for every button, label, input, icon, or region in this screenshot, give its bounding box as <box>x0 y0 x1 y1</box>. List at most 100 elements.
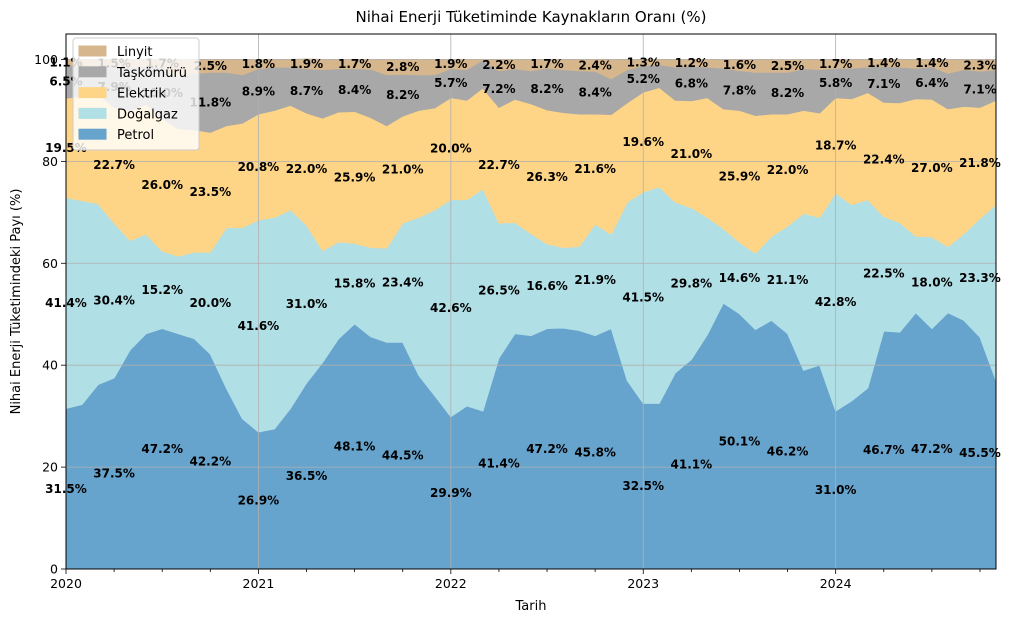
x-axis-ticks: 2020 2021 2022 2023 2024 <box>50 569 981 591</box>
data-label-dogalgaz: 16.6% <box>526 279 568 293</box>
data-label-elektrik: 22.4% <box>863 152 905 166</box>
data-label-taskomuru: 8.2% <box>386 88 419 102</box>
data-label-elektrik: 22.0% <box>286 162 328 176</box>
data-label-elektrik: 23.5% <box>189 185 231 199</box>
data-label-taskomuru: 5.7% <box>434 76 467 90</box>
data-label-petrol: 41.1% <box>671 457 713 471</box>
data-label-petrol: 31.5% <box>45 482 87 496</box>
data-label-dogalgaz: 31.0% <box>286 297 328 311</box>
data-label-dogalgaz: 26.5% <box>478 284 520 298</box>
legend-swatch-dogalgaz <box>78 107 107 119</box>
x-tick-label: 2021 <box>243 576 275 591</box>
x-tick-label: 2023 <box>627 576 659 591</box>
data-label-taskomuru: 6.4% <box>915 76 948 90</box>
y-axis-ticks: 0 20 40 60 80 100 <box>34 52 66 577</box>
data-label-taskomuru: 5.8% <box>819 76 852 90</box>
x-axis-label: Tarih <box>515 599 547 614</box>
data-label-linyit: 1.4% <box>867 56 900 70</box>
data-label-elektrik: 27.0% <box>911 161 953 175</box>
data-label-dogalgaz: 41.4% <box>45 296 87 310</box>
data-label-petrol: 32.5% <box>622 479 664 493</box>
legend-swatch-petrol <box>78 128 107 140</box>
data-label-elektrik: 20.0% <box>430 142 472 156</box>
data-label-petrol: 44.5% <box>382 449 424 463</box>
data-label-petrol: 41.4% <box>478 457 520 471</box>
data-label-petrol: 47.2% <box>911 442 953 456</box>
data-label-elektrik: 21.8% <box>959 156 1001 170</box>
y-tick-label: 20 <box>42 460 58 475</box>
y-tick-label: 80 <box>42 154 58 169</box>
y-tick-label: 60 <box>42 256 58 271</box>
data-label-petrol: 37.5% <box>93 466 135 480</box>
data-label-elektrik: 22.0% <box>767 163 809 177</box>
data-label-taskomuru: 8.4% <box>578 86 611 100</box>
data-label-dogalgaz: 42.8% <box>815 295 857 309</box>
data-label-elektrik: 22.7% <box>478 158 520 172</box>
legend-label-elektrik: Elektrik <box>117 87 166 102</box>
plot-frame <box>65 33 997 570</box>
data-label-petrol: 46.2% <box>767 444 809 458</box>
area-layers <box>65 58 997 570</box>
data-label-petrol: 29.9% <box>430 486 472 500</box>
y-tick-label: 100 <box>34 52 58 67</box>
data-label-taskomuru: 6.8% <box>675 76 708 90</box>
data-label-petrol: 46.7% <box>863 443 905 457</box>
data-label-dogalgaz: 14.6% <box>719 271 761 285</box>
data-label-taskomuru: 5.2% <box>627 72 660 86</box>
chart-title: Nihai Enerji Tüketiminde Kaynakların Ora… <box>356 8 707 26</box>
data-label-dogalgaz: 23.3% <box>959 271 1001 285</box>
data-label-taskomuru: 8.7% <box>290 84 323 98</box>
x-tick-label: 2022 <box>435 576 467 591</box>
legend-box <box>72 37 200 151</box>
data-label-petrol: 26.9% <box>238 493 280 507</box>
data-label-elektrik: 21.0% <box>382 163 424 177</box>
data-label-petrol: 48.1% <box>334 439 376 453</box>
data-label-dogalgaz: 21.1% <box>767 273 809 287</box>
data-label-linyit: 1.6% <box>723 58 756 72</box>
data-label-dogalgaz: 18.0% <box>911 276 953 290</box>
data-label-linyit: 2.2% <box>482 58 515 72</box>
data-label-linyit: 1.7% <box>338 57 371 71</box>
data-label-linyit: 1.3% <box>627 56 660 70</box>
data-label-linyit: 2.3% <box>963 58 996 72</box>
legend-swatch-linyit <box>78 45 107 57</box>
data-label-taskomuru: 8.4% <box>338 83 371 97</box>
legend-label-linyit: Linyit <box>117 45 153 60</box>
data-label-elektrik: 22.7% <box>93 158 135 172</box>
data-label-dogalgaz: 30.4% <box>93 293 135 307</box>
data-label-taskomuru: 11.8% <box>189 95 231 109</box>
data-label-dogalgaz: 21.9% <box>574 273 616 287</box>
data-label-taskomuru: 7.8% <box>723 84 756 98</box>
x-tick-label: 2020 <box>50 576 82 591</box>
data-label-petrol: 45.5% <box>959 446 1001 460</box>
data-label-linyit: 1.2% <box>675 56 708 70</box>
data-label-petrol: 47.2% <box>141 442 183 456</box>
legend-label-taskomuru: Taşkömürü <box>116 66 187 81</box>
y-tick-label: 0 <box>50 562 58 577</box>
data-label-dogalgaz: 42.6% <box>430 301 472 315</box>
data-label-petrol: 36.5% <box>286 469 328 483</box>
legend-label-petrol: Petrol <box>117 128 154 143</box>
data-label-dogalgaz: 20.0% <box>189 296 231 310</box>
data-label-linyit: 1.7% <box>819 57 852 71</box>
data-label-dogalgaz: 29.8% <box>671 277 713 291</box>
data-label-dogalgaz: 22.5% <box>863 267 905 281</box>
data-label-petrol: 42.2% <box>189 454 231 468</box>
data-label-elektrik: 25.9% <box>719 169 761 183</box>
data-label-linyit: 2.5% <box>194 59 227 73</box>
data-label-elektrik: 18.7% <box>815 138 857 152</box>
data-label-linyit: 2.4% <box>578 58 611 72</box>
legend-swatch-taskomuru <box>78 66 107 78</box>
data-label-dogalgaz: 41.5% <box>622 291 664 305</box>
data-label-linyit: 1.9% <box>434 57 467 71</box>
x-tick-label: 2024 <box>820 576 852 591</box>
data-label-linyit: 1.8% <box>242 57 275 71</box>
data-label-linyit: 2.8% <box>386 60 419 74</box>
data-label-elektrik: 20.8% <box>238 160 280 174</box>
data-label-elektrik: 26.0% <box>141 178 183 192</box>
data-label-taskomuru: 8.9% <box>242 84 275 98</box>
legend: Linyit Taşkömürü Elektrik Doğalgaz Petrol <box>72 37 200 151</box>
data-label-petrol: 31.0% <box>815 483 857 497</box>
data-label-petrol: 47.2% <box>526 442 568 456</box>
